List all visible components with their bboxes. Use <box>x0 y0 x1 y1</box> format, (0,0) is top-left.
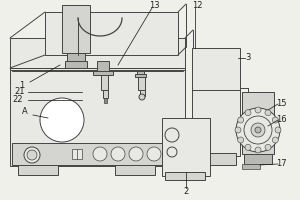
Bar <box>56 108 68 133</box>
Bar <box>138 77 145 90</box>
Bar <box>162 118 210 176</box>
Circle shape <box>236 108 280 152</box>
Bar <box>67 53 85 62</box>
Circle shape <box>255 107 261 113</box>
Circle shape <box>129 147 143 161</box>
Circle shape <box>235 127 241 133</box>
Bar <box>192 48 240 156</box>
Bar <box>135 74 146 77</box>
Text: 1: 1 <box>20 80 25 90</box>
Bar <box>101 75 108 90</box>
Text: 22: 22 <box>13 96 23 104</box>
Text: 16: 16 <box>276 114 286 123</box>
Text: 13: 13 <box>149 1 159 10</box>
Bar <box>103 90 108 98</box>
Bar <box>140 90 145 96</box>
Bar <box>165 172 205 180</box>
Bar <box>52 108 72 114</box>
Circle shape <box>93 147 107 161</box>
Circle shape <box>238 137 244 143</box>
Bar <box>45 12 178 55</box>
Text: 17: 17 <box>276 160 286 168</box>
Text: 3: 3 <box>245 53 251 62</box>
Circle shape <box>244 116 272 144</box>
Text: 15: 15 <box>276 98 286 108</box>
Circle shape <box>147 147 161 161</box>
Bar <box>115 163 155 175</box>
Circle shape <box>238 117 244 123</box>
Text: 21: 21 <box>15 88 25 97</box>
Text: 2: 2 <box>183 188 189 196</box>
Text: A: A <box>22 108 28 116</box>
Bar <box>244 154 272 164</box>
Bar <box>12 143 184 165</box>
Circle shape <box>251 123 265 137</box>
Bar <box>93 71 113 75</box>
Circle shape <box>111 147 125 161</box>
Bar <box>196 153 236 165</box>
Bar <box>104 98 107 103</box>
Circle shape <box>255 147 261 153</box>
Circle shape <box>27 150 37 160</box>
Bar <box>62 5 90 53</box>
Bar <box>72 149 82 159</box>
Circle shape <box>245 144 251 150</box>
Bar <box>10 38 185 166</box>
Circle shape <box>275 127 281 133</box>
Circle shape <box>265 110 271 116</box>
Circle shape <box>24 147 40 163</box>
Circle shape <box>139 94 145 100</box>
Circle shape <box>272 117 278 123</box>
Bar <box>242 92 274 154</box>
Bar <box>65 61 87 68</box>
Circle shape <box>165 128 179 142</box>
Circle shape <box>167 147 177 157</box>
Circle shape <box>255 127 261 133</box>
Circle shape <box>265 144 271 150</box>
Circle shape <box>245 110 251 116</box>
Bar <box>242 164 260 169</box>
Circle shape <box>40 98 84 142</box>
Bar <box>97 61 109 71</box>
Circle shape <box>272 137 278 143</box>
Bar <box>137 71 144 75</box>
Text: 12: 12 <box>192 1 202 10</box>
Bar <box>18 163 58 175</box>
